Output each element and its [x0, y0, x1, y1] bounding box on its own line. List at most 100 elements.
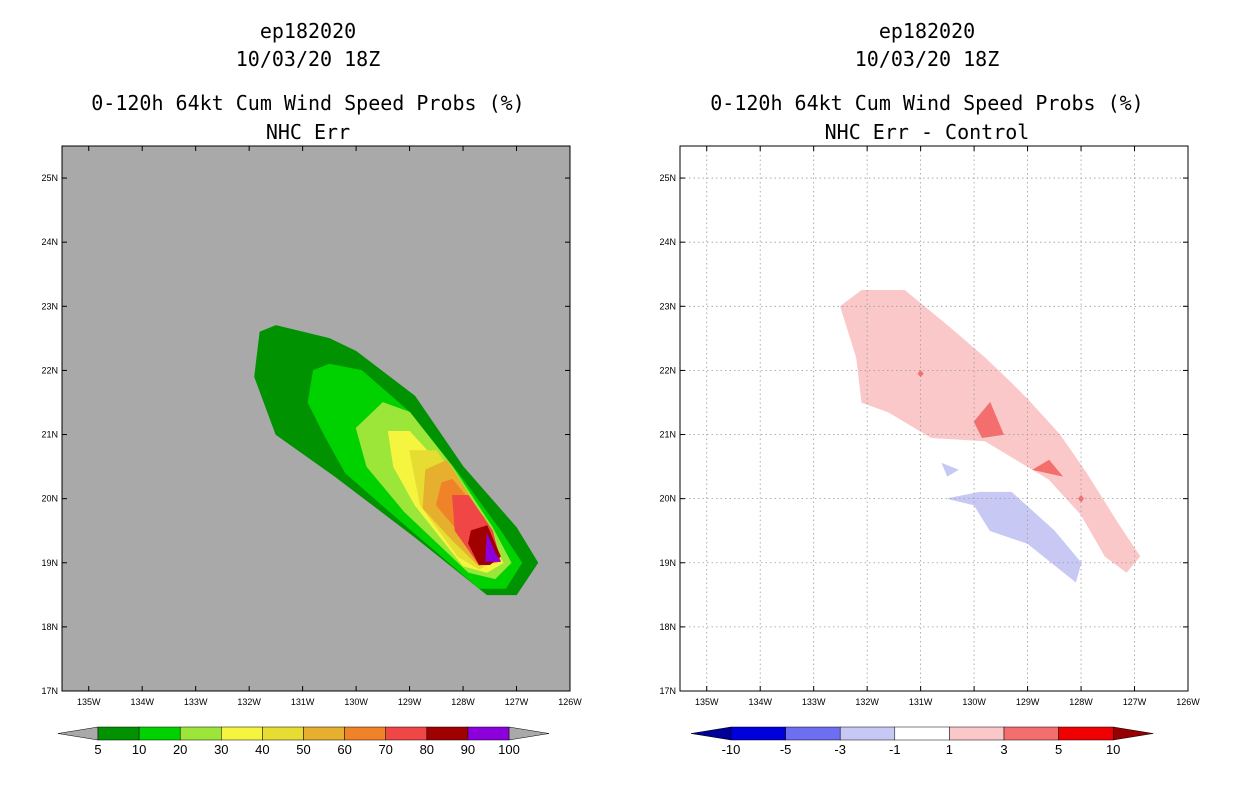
- panel-right: ep182020 10/03/20 18Z 0-120h 64kt Cum Wi…: [659, 19, 1200, 757]
- y-tick-label: 24N: [41, 237, 58, 247]
- right-title: 0-120h 64kt Cum Wind Speed Probs (%): [710, 91, 1143, 115]
- y-tick-label: 17N: [41, 686, 58, 696]
- colorbar-swatch: [1003, 726, 1059, 741]
- x-tick-label: 126W: [558, 697, 582, 707]
- x-tick-label: 135W: [77, 697, 101, 707]
- colorbar-level-label: 80: [420, 742, 434, 757]
- y-tick-label: 25N: [659, 173, 676, 183]
- colorbar-over-arrow: [1112, 726, 1154, 741]
- y-tick-label: 21N: [659, 430, 676, 440]
- colorbar-level-label: 1: [946, 742, 953, 757]
- x-tick-label: 127W: [1123, 697, 1147, 707]
- colorbar-level-label: 10: [132, 742, 146, 757]
- x-tick-label: 129W: [1016, 697, 1040, 707]
- left-axes: 135W 134W 133W 132W 131W 130W 129W 128W 127W 126W…: [41, 146, 582, 707]
- colorbar-level-label: 5: [94, 742, 101, 757]
- colorbar-swatch: [467, 726, 510, 741]
- right-contour-3-diff: [1032, 459, 1064, 477]
- x-tick-label: 135W: [695, 697, 719, 707]
- y-tick-label: 17N: [659, 686, 676, 696]
- colorbar-swatch: [97, 726, 140, 741]
- colorbar-swatch: [138, 726, 181, 741]
- right-colorbar: -10 -5 -3 -1 1 3 5 10: [690, 726, 1154, 757]
- y-tick-label: 22N: [659, 365, 676, 375]
- left-storm-id: ep182020: [260, 19, 356, 43]
- colorbar-level-label: 90: [461, 742, 475, 757]
- left-contours: [254, 325, 539, 596]
- right-grid: [680, 146, 1188, 691]
- x-tick-label: 129W: [398, 697, 422, 707]
- right-axes: 135W 134W 133W 132W 131W 130W 129W 128W 127W 126W…: [659, 146, 1200, 707]
- colorbar-swatch: [785, 726, 841, 741]
- left-colorbar: 5 10 20 30 40 50 60 70 80 90 100: [57, 726, 550, 757]
- colorbar-over-arrow: [508, 726, 550, 741]
- right-contour--1-diff: [941, 462, 959, 477]
- y-tick-label: 20N: [41, 494, 58, 504]
- x-tick-label: 131W: [291, 697, 315, 707]
- left-datetime: 10/03/20 18Z: [236, 47, 381, 71]
- x-tick-label: 132W: [855, 697, 879, 707]
- x-tick-label: 128W: [1069, 697, 1093, 707]
- left-plot-frame: [61, 145, 571, 692]
- right-contour--1-diff: [947, 491, 1082, 583]
- colorbar-swatch: [385, 726, 428, 741]
- left-subtitle: NHC Err: [266, 120, 350, 144]
- x-tick-label: 126W: [1176, 697, 1200, 707]
- colorbar-swatch: [730, 726, 786, 741]
- y-tick-label: 23N: [41, 301, 58, 311]
- y-tick-label: 19N: [41, 558, 58, 568]
- colorbar-swatch: [344, 726, 386, 741]
- x-tick-label: 134W: [130, 697, 154, 707]
- y-tick-label: 21N: [41, 430, 58, 440]
- y-tick-label: 23N: [659, 301, 676, 311]
- x-tick-label: 134W: [748, 697, 772, 707]
- right-subtitle: NHC Err - Control: [825, 120, 1030, 144]
- colorbar-level-label: -1: [889, 742, 901, 757]
- y-tick-label: 24N: [659, 237, 676, 247]
- y-tick-label: 18N: [659, 622, 676, 632]
- colorbar-under-arrow: [690, 726, 732, 741]
- colorbar-swatch: [1058, 726, 1114, 741]
- colorbar-swatch: [426, 726, 469, 741]
- colorbar-level-label: 40: [255, 742, 269, 757]
- colorbar-level-label: 30: [214, 742, 228, 757]
- right-datetime: 10/03/20 18Z: [855, 47, 1000, 71]
- left-contour-90-pct: [485, 533, 502, 562]
- colorbar-swatch: [839, 726, 896, 741]
- colorbar-swatch: [894, 726, 950, 741]
- y-tick-label: 19N: [659, 558, 676, 568]
- y-tick-label: 22N: [41, 365, 58, 375]
- x-tick-label: 130W: [344, 697, 368, 707]
- colorbar-under-arrow: [57, 726, 99, 741]
- x-tick-label: 131W: [909, 697, 933, 707]
- colorbar-level-label: 10: [1106, 742, 1120, 757]
- colorbar-level-label: 70: [378, 742, 392, 757]
- y-tick-label: 18N: [41, 622, 58, 632]
- right-plot-frame: [679, 145, 1189, 692]
- colorbar-level-label: 60: [337, 742, 351, 757]
- right-contour-3-diff: [973, 401, 1004, 439]
- colorbar-swatch: [303, 726, 345, 741]
- colorbar-level-label: 50: [296, 742, 310, 757]
- colorbar-level-label: -10: [722, 742, 741, 757]
- colorbar-swatch: [262, 726, 304, 741]
- colorbar-level-label: 5: [1055, 742, 1062, 757]
- colorbar-swatch: [221, 726, 263, 741]
- left-title: 0-120h 64kt Cum Wind Speed Probs (%): [91, 91, 524, 115]
- right-contours: [840, 289, 1141, 583]
- colorbar-swatch: [179, 726, 222, 741]
- colorbar-level-label: 3: [1000, 742, 1007, 757]
- colorbar-level-label: -3: [834, 742, 846, 757]
- x-tick-label: 128W: [451, 697, 475, 707]
- x-tick-label: 133W: [184, 697, 208, 707]
- x-tick-label: 127W: [505, 697, 529, 707]
- y-tick-label: 25N: [41, 173, 58, 183]
- colorbar-level-label: 100: [498, 742, 520, 757]
- right-storm-id: ep182020: [879, 19, 975, 43]
- x-tick-label: 130W: [962, 697, 986, 707]
- x-tick-label: 132W: [237, 697, 261, 707]
- panel-left: ep182020 10/03/20 18Z 0-120h 64kt Cum Wi…: [41, 19, 582, 757]
- colorbar-swatch: [949, 726, 1005, 741]
- y-tick-label: 20N: [659, 494, 676, 504]
